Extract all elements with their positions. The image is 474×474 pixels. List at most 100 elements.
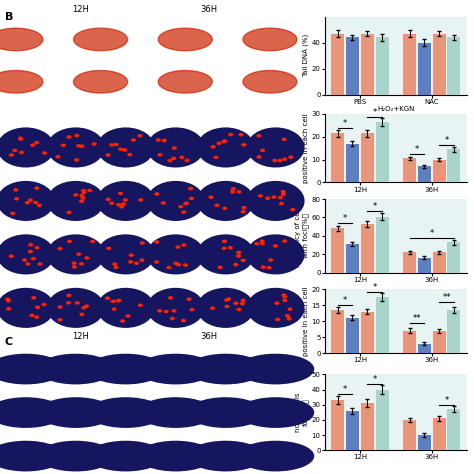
Bar [433, 160, 446, 182]
Text: 12H: 12H [72, 332, 89, 341]
Circle shape [209, 299, 214, 302]
Circle shape [283, 142, 288, 146]
Circle shape [137, 397, 214, 428]
Bar [361, 311, 374, 353]
Circle shape [173, 150, 179, 154]
Y-axis label: ncy of cells
foci（%）: ncy of cells foci（%） [295, 392, 309, 432]
Circle shape [174, 294, 180, 298]
Circle shape [267, 203, 273, 207]
Bar [375, 297, 389, 353]
Circle shape [160, 314, 165, 318]
Text: **: ** [413, 314, 421, 323]
Bar [361, 133, 374, 182]
Circle shape [176, 198, 181, 201]
Circle shape [0, 441, 64, 472]
Circle shape [126, 186, 130, 190]
Circle shape [47, 128, 105, 167]
Circle shape [0, 288, 55, 328]
Circle shape [11, 202, 16, 206]
Circle shape [181, 246, 186, 249]
Bar [433, 252, 446, 273]
Circle shape [55, 301, 60, 305]
Bar [418, 435, 431, 450]
Circle shape [78, 301, 83, 305]
Circle shape [123, 189, 128, 192]
Circle shape [173, 251, 179, 254]
Bar [433, 34, 446, 95]
Circle shape [258, 139, 263, 143]
Circle shape [237, 155, 242, 158]
Circle shape [270, 304, 275, 308]
Circle shape [35, 311, 40, 315]
Circle shape [167, 136, 173, 139]
Circle shape [159, 134, 164, 137]
Circle shape [237, 297, 241, 301]
Ellipse shape [73, 71, 128, 93]
Circle shape [279, 300, 284, 303]
Circle shape [211, 315, 216, 319]
Circle shape [171, 137, 176, 140]
Circle shape [18, 260, 23, 264]
Circle shape [125, 187, 130, 191]
Circle shape [64, 264, 69, 267]
Circle shape [127, 133, 132, 137]
Circle shape [82, 207, 87, 210]
Bar [375, 390, 389, 450]
Circle shape [291, 151, 296, 154]
Circle shape [66, 158, 72, 162]
Circle shape [158, 157, 164, 161]
Circle shape [219, 206, 224, 210]
Text: *: * [445, 396, 449, 405]
Ellipse shape [158, 28, 212, 51]
Circle shape [112, 265, 117, 269]
Circle shape [211, 261, 217, 265]
Circle shape [123, 296, 128, 299]
Circle shape [117, 301, 122, 305]
Circle shape [214, 310, 219, 314]
Circle shape [173, 204, 178, 208]
Circle shape [270, 137, 275, 141]
Text: **: ** [442, 293, 451, 302]
Circle shape [285, 311, 291, 315]
Circle shape [278, 194, 283, 198]
Bar [433, 419, 446, 450]
Circle shape [134, 139, 139, 142]
Bar [447, 410, 460, 450]
Bar [375, 37, 389, 95]
Circle shape [47, 288, 105, 328]
Y-axis label: positive in each cell: positive in each cell [303, 113, 309, 183]
Text: *: * [373, 108, 377, 117]
Ellipse shape [0, 28, 43, 51]
Ellipse shape [0, 71, 43, 93]
Circle shape [122, 250, 127, 254]
Circle shape [257, 139, 262, 143]
Circle shape [230, 149, 235, 153]
Bar [331, 34, 344, 95]
Circle shape [87, 397, 164, 428]
Circle shape [0, 181, 55, 221]
Circle shape [27, 133, 33, 137]
Circle shape [67, 212, 72, 215]
Circle shape [25, 206, 30, 210]
Circle shape [160, 301, 165, 304]
Circle shape [141, 301, 146, 305]
Circle shape [31, 253, 36, 256]
Circle shape [227, 255, 232, 259]
Circle shape [197, 181, 255, 221]
Circle shape [146, 234, 205, 274]
Circle shape [116, 242, 121, 246]
Text: C: C [5, 337, 13, 346]
Text: *: * [343, 214, 347, 223]
Circle shape [258, 316, 263, 320]
Circle shape [231, 155, 237, 158]
Circle shape [37, 441, 114, 472]
Circle shape [121, 310, 126, 313]
Circle shape [64, 308, 69, 312]
Circle shape [157, 296, 163, 300]
Circle shape [97, 128, 155, 167]
Circle shape [0, 354, 64, 384]
Circle shape [258, 249, 263, 252]
Circle shape [217, 240, 222, 244]
Circle shape [191, 244, 197, 247]
Circle shape [59, 294, 64, 297]
